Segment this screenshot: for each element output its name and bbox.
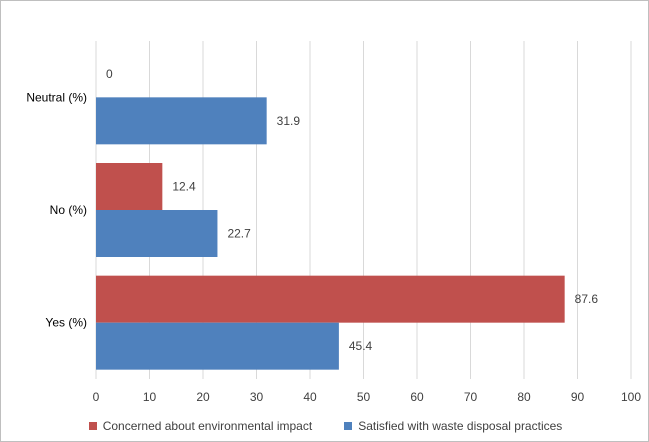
legend-label-satisfied: Satisfied with waste disposal practices: [358, 419, 563, 433]
bar: [96, 97, 267, 145]
bar-chart: 87.6 45.4 12.4 22.7 0 31.9 Yes (%) No (%) Neutr…: [26, 41, 642, 404]
x-tick-label: 90: [571, 390, 585, 404]
category-label: Neutral (%): [26, 90, 87, 104]
data-label: 22.7: [227, 227, 251, 241]
data-labels: 87.6 45.4 12.4 22.7 0 31.9: [106, 67, 598, 353]
bar: [96, 163, 163, 210]
category-labels: Yes (%) No (%) Neutral (%): [26, 90, 87, 329]
legend: Concerned about environmental impact Sat…: [1, 419, 649, 433]
data-label: 45.4: [349, 339, 373, 353]
x-tick-label: 70: [464, 390, 478, 404]
x-tick-label: 80: [517, 390, 531, 404]
x-tick-label: 0: [93, 390, 100, 404]
bar: [96, 210, 218, 257]
legend-swatch-concerned: [88, 422, 97, 430]
legend-item-concerned: Concerned about environmental impact: [88, 419, 313, 433]
legend-item-satisfied: Satisfied with waste disposal practices: [344, 419, 562, 433]
x-tick-label: 60: [410, 390, 424, 404]
x-tick-label: 20: [196, 390, 210, 404]
x-tick-label: 10: [143, 390, 157, 404]
x-tick-label: 100: [621, 390, 641, 404]
x-tick-label: 40: [303, 390, 317, 404]
data-label: 87.6: [575, 292, 599, 306]
bar: [96, 275, 565, 323]
data-label: 31.9: [277, 114, 301, 128]
data-label: 0: [106, 67, 113, 81]
bars: [96, 97, 565, 370]
bar: [96, 322, 339, 370]
category-label: No (%): [50, 203, 87, 217]
x-tick-label: 50: [357, 390, 371, 404]
category-label: Yes (%): [45, 316, 87, 330]
x-tick-label: 30: [250, 390, 264, 404]
x-tick-labels: 0 10 20 30 40 50 60 70 80 90 100: [93, 390, 642, 404]
data-label: 12.4: [172, 180, 196, 194]
legend-label-concerned: Concerned about environmental impact: [102, 419, 313, 433]
legend-swatch-satisfied: [344, 422, 353, 430]
